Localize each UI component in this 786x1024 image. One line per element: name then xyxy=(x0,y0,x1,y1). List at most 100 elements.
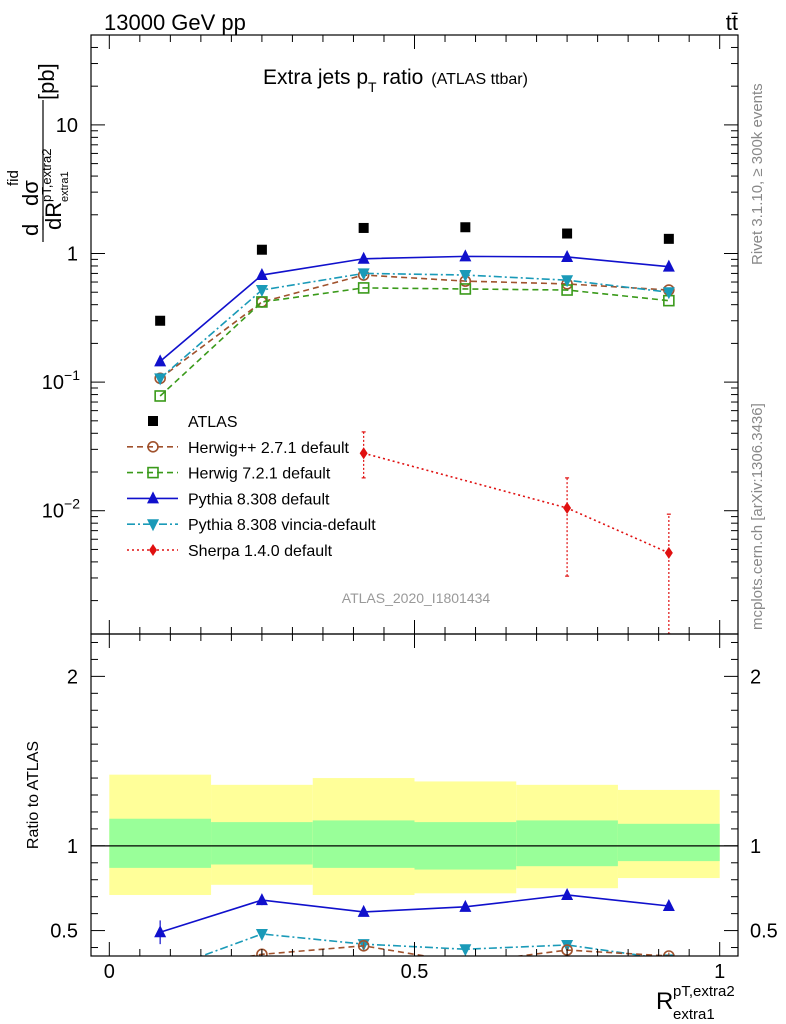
series-line-sherpa-1-4-0-default xyxy=(363,452,670,554)
series-line-pythia-8-308-default xyxy=(159,255,669,362)
ratio-point-pythia-8-308-vincia-default xyxy=(459,944,472,956)
ratio-y-tick-label-right: 2 xyxy=(750,666,761,688)
series-herwig-2-7-1-default xyxy=(154,269,675,385)
legend-marker-herwig-7-2-1-default xyxy=(147,466,159,479)
data-point-atlas xyxy=(562,228,573,239)
legend-item-pythia-8-308-default: Pythia 8.308 default xyxy=(127,491,330,508)
legend-item-sherpa-1-4-0-default: Sherpa 1.4.0 default xyxy=(127,543,333,560)
x-tick-label: 1 xyxy=(714,961,725,983)
legend-label-herwig-2-7-1-default: Herwig++ 2.7.1 default xyxy=(188,440,350,457)
legend-item-herwig-2-7-1-default: Herwig++ 2.7.1 default xyxy=(127,440,350,457)
legend-item-pythia-8-308-vincia-default: Pythia 8.308 vincia-default xyxy=(127,517,376,534)
y-tick-label: 10−1 xyxy=(42,367,80,394)
ratio-point-pythia-8-308-default xyxy=(662,899,675,912)
x-axis-label: R pT,extra2 extra1 xyxy=(656,983,735,1023)
x-label-sub: extra1 xyxy=(673,1006,715,1023)
data-point-pythia-8-308-default xyxy=(561,249,574,262)
series-pythia-8-308-vincia-default xyxy=(154,268,675,386)
data-point-atlas xyxy=(460,222,471,233)
ratio-y-tick-label: 1 xyxy=(67,836,78,858)
ratio-point-herwig-2-7-1-default xyxy=(460,958,470,968)
ratio-y-label: Ratio to ATLAS xyxy=(25,741,42,849)
series-line-herwig-2-7-1-default xyxy=(159,274,669,379)
data-point-pythia-8-308-default xyxy=(154,354,167,367)
ratio-point-pythia-8-308-vincia-default xyxy=(154,966,166,978)
ratio-point-herwig-2-7-1-default xyxy=(155,966,165,976)
ratio-series-group xyxy=(91,774,738,978)
legend-item-atlas: ATLAS xyxy=(148,414,238,431)
main-axes: 10 1 10−1 10−2 xyxy=(42,34,738,634)
main-y-label: d dσ fid dR pT,extra2 extra1 [pb] xyxy=(5,63,71,242)
ratio-point-pythia-8-308-default xyxy=(154,925,167,938)
data-point-sherpa-1-4-0-default xyxy=(563,501,572,514)
ratio-point-herwig-2-7-1-default xyxy=(357,940,370,952)
y-tick-label: 10−2 xyxy=(42,496,80,523)
series-line-herwig-7-2-1-default xyxy=(159,287,669,397)
y-label-unit: [pb] xyxy=(34,63,59,100)
ratio-point-pythia-8-308-default xyxy=(357,904,370,917)
ratio-y-tick-label-right: 1 xyxy=(750,836,761,858)
legend-item-herwig-7-2-1-default: Herwig 7.2.1 default xyxy=(127,466,331,483)
mcplots-label: mcplots.cern.ch [arXiv:1306.3436] xyxy=(749,403,766,630)
data-point-pythia-8-308-vincia-default xyxy=(459,270,472,283)
process-label: tt̄ xyxy=(726,10,738,35)
data-point-sherpa-1-4-0-default xyxy=(359,447,368,460)
y-label-dR: dR xyxy=(41,202,66,230)
data-point-atlas xyxy=(663,233,674,244)
x-label-sup: pT,extra2 xyxy=(673,983,735,1000)
data-point-pythia-8-308-default xyxy=(662,259,675,272)
ratio-point-pythia-8-308-vincia-default xyxy=(561,939,574,952)
data-point-pythia-8-308-vincia-default xyxy=(154,373,167,386)
main-series-group xyxy=(154,222,675,634)
ratio-point-pythia-8-308-default xyxy=(561,887,574,900)
ratio-point-pythia-8-308-default xyxy=(255,893,268,906)
rivet-label: Rivet 3.1.10, ≥ 300k events xyxy=(749,83,766,265)
y-label-d: d xyxy=(18,224,43,236)
ratio-panel: 0.5 0.5 1 1 2 2 0 0.5 1 Ratio to ATLAS R pT,extr… xyxy=(25,633,778,1023)
main-panel: 10 1 10−1 10−2 Extra jets pT ratio (ATLAS tt… xyxy=(5,34,739,635)
data-point-atlas xyxy=(155,315,166,326)
energy-label: 13000 GeV pp xyxy=(104,10,246,35)
legend-label-pythia-8-308-default: Pythia 8.308 default xyxy=(188,491,330,508)
main-plot-area xyxy=(154,222,675,634)
uncertainty-band-inner xyxy=(211,822,313,865)
chart-title: Extra jets pT ratio (ATLAS ttbar) xyxy=(263,66,528,95)
legend-label-pythia-8-308-vincia-default: Pythia 8.308 vincia-default xyxy=(188,517,376,534)
legend-marker-atlas xyxy=(148,416,158,426)
data-point-pythia-8-308-default xyxy=(459,249,472,262)
data-point-sherpa-1-4-0-default xyxy=(664,546,673,559)
data-point-pythia-8-308-vincia-default xyxy=(255,285,268,298)
y-label-dsigma: dσ xyxy=(18,180,43,206)
ratio-line-pythia-8-308-default xyxy=(159,894,669,934)
data-point-pythia-8-308-default xyxy=(255,268,268,281)
ratio-point-pythia-8-308-vincia-default xyxy=(255,928,268,941)
uncertainty-band-inner xyxy=(516,820,618,867)
x-label-R: R xyxy=(656,988,673,1015)
x-tick-label: 0.5 xyxy=(401,961,429,983)
data-point-pythia-8-308-vincia-default xyxy=(561,275,574,288)
legend-marker-herwig-2-7-1-default xyxy=(147,440,159,453)
legend-marker-pythia-8-308-vincia-default xyxy=(147,519,159,532)
data-point-herwig-7-2-1-default xyxy=(357,282,370,294)
legend-marker-sherpa-1-4-0-default xyxy=(149,544,157,556)
uncertainty-band-inner xyxy=(312,820,415,868)
legend-label-herwig-7-2-1-default: Herwig 7.2.1 default xyxy=(188,466,331,483)
analysis-label: ATLAS_2020_I1801434 xyxy=(342,590,491,606)
ratio-axes: 0.5 0.5 1 1 2 2 0 0.5 1 xyxy=(50,634,778,983)
legend-label-atlas: ATLAS xyxy=(188,414,238,431)
data-point-atlas xyxy=(256,244,267,255)
y-label-sup: pT,extra2 xyxy=(39,149,54,202)
ratio-point-pythia-8-308-default xyxy=(459,899,472,912)
series-sherpa-1-4-0-default xyxy=(359,431,673,634)
series-pythia-8-308-default xyxy=(154,249,675,367)
ratio-y-tick-label: 2 xyxy=(67,666,78,688)
series-atlas xyxy=(155,222,674,326)
legend: ATLAS Herwig++ 2.7.1 default Herwig 7.2.1 … xyxy=(127,414,376,560)
legend-label-sherpa-1-4-0-default: Sherpa 1.4.0 default xyxy=(188,543,333,560)
data-point-pythia-8-308-vincia-default xyxy=(357,268,370,281)
data-point-herwig-7-2-1-default xyxy=(459,283,472,295)
ratio-plot-area xyxy=(91,774,738,978)
ratio-y-tick-label-right: 0.5 xyxy=(750,921,778,943)
data-point-atlas xyxy=(358,222,369,233)
